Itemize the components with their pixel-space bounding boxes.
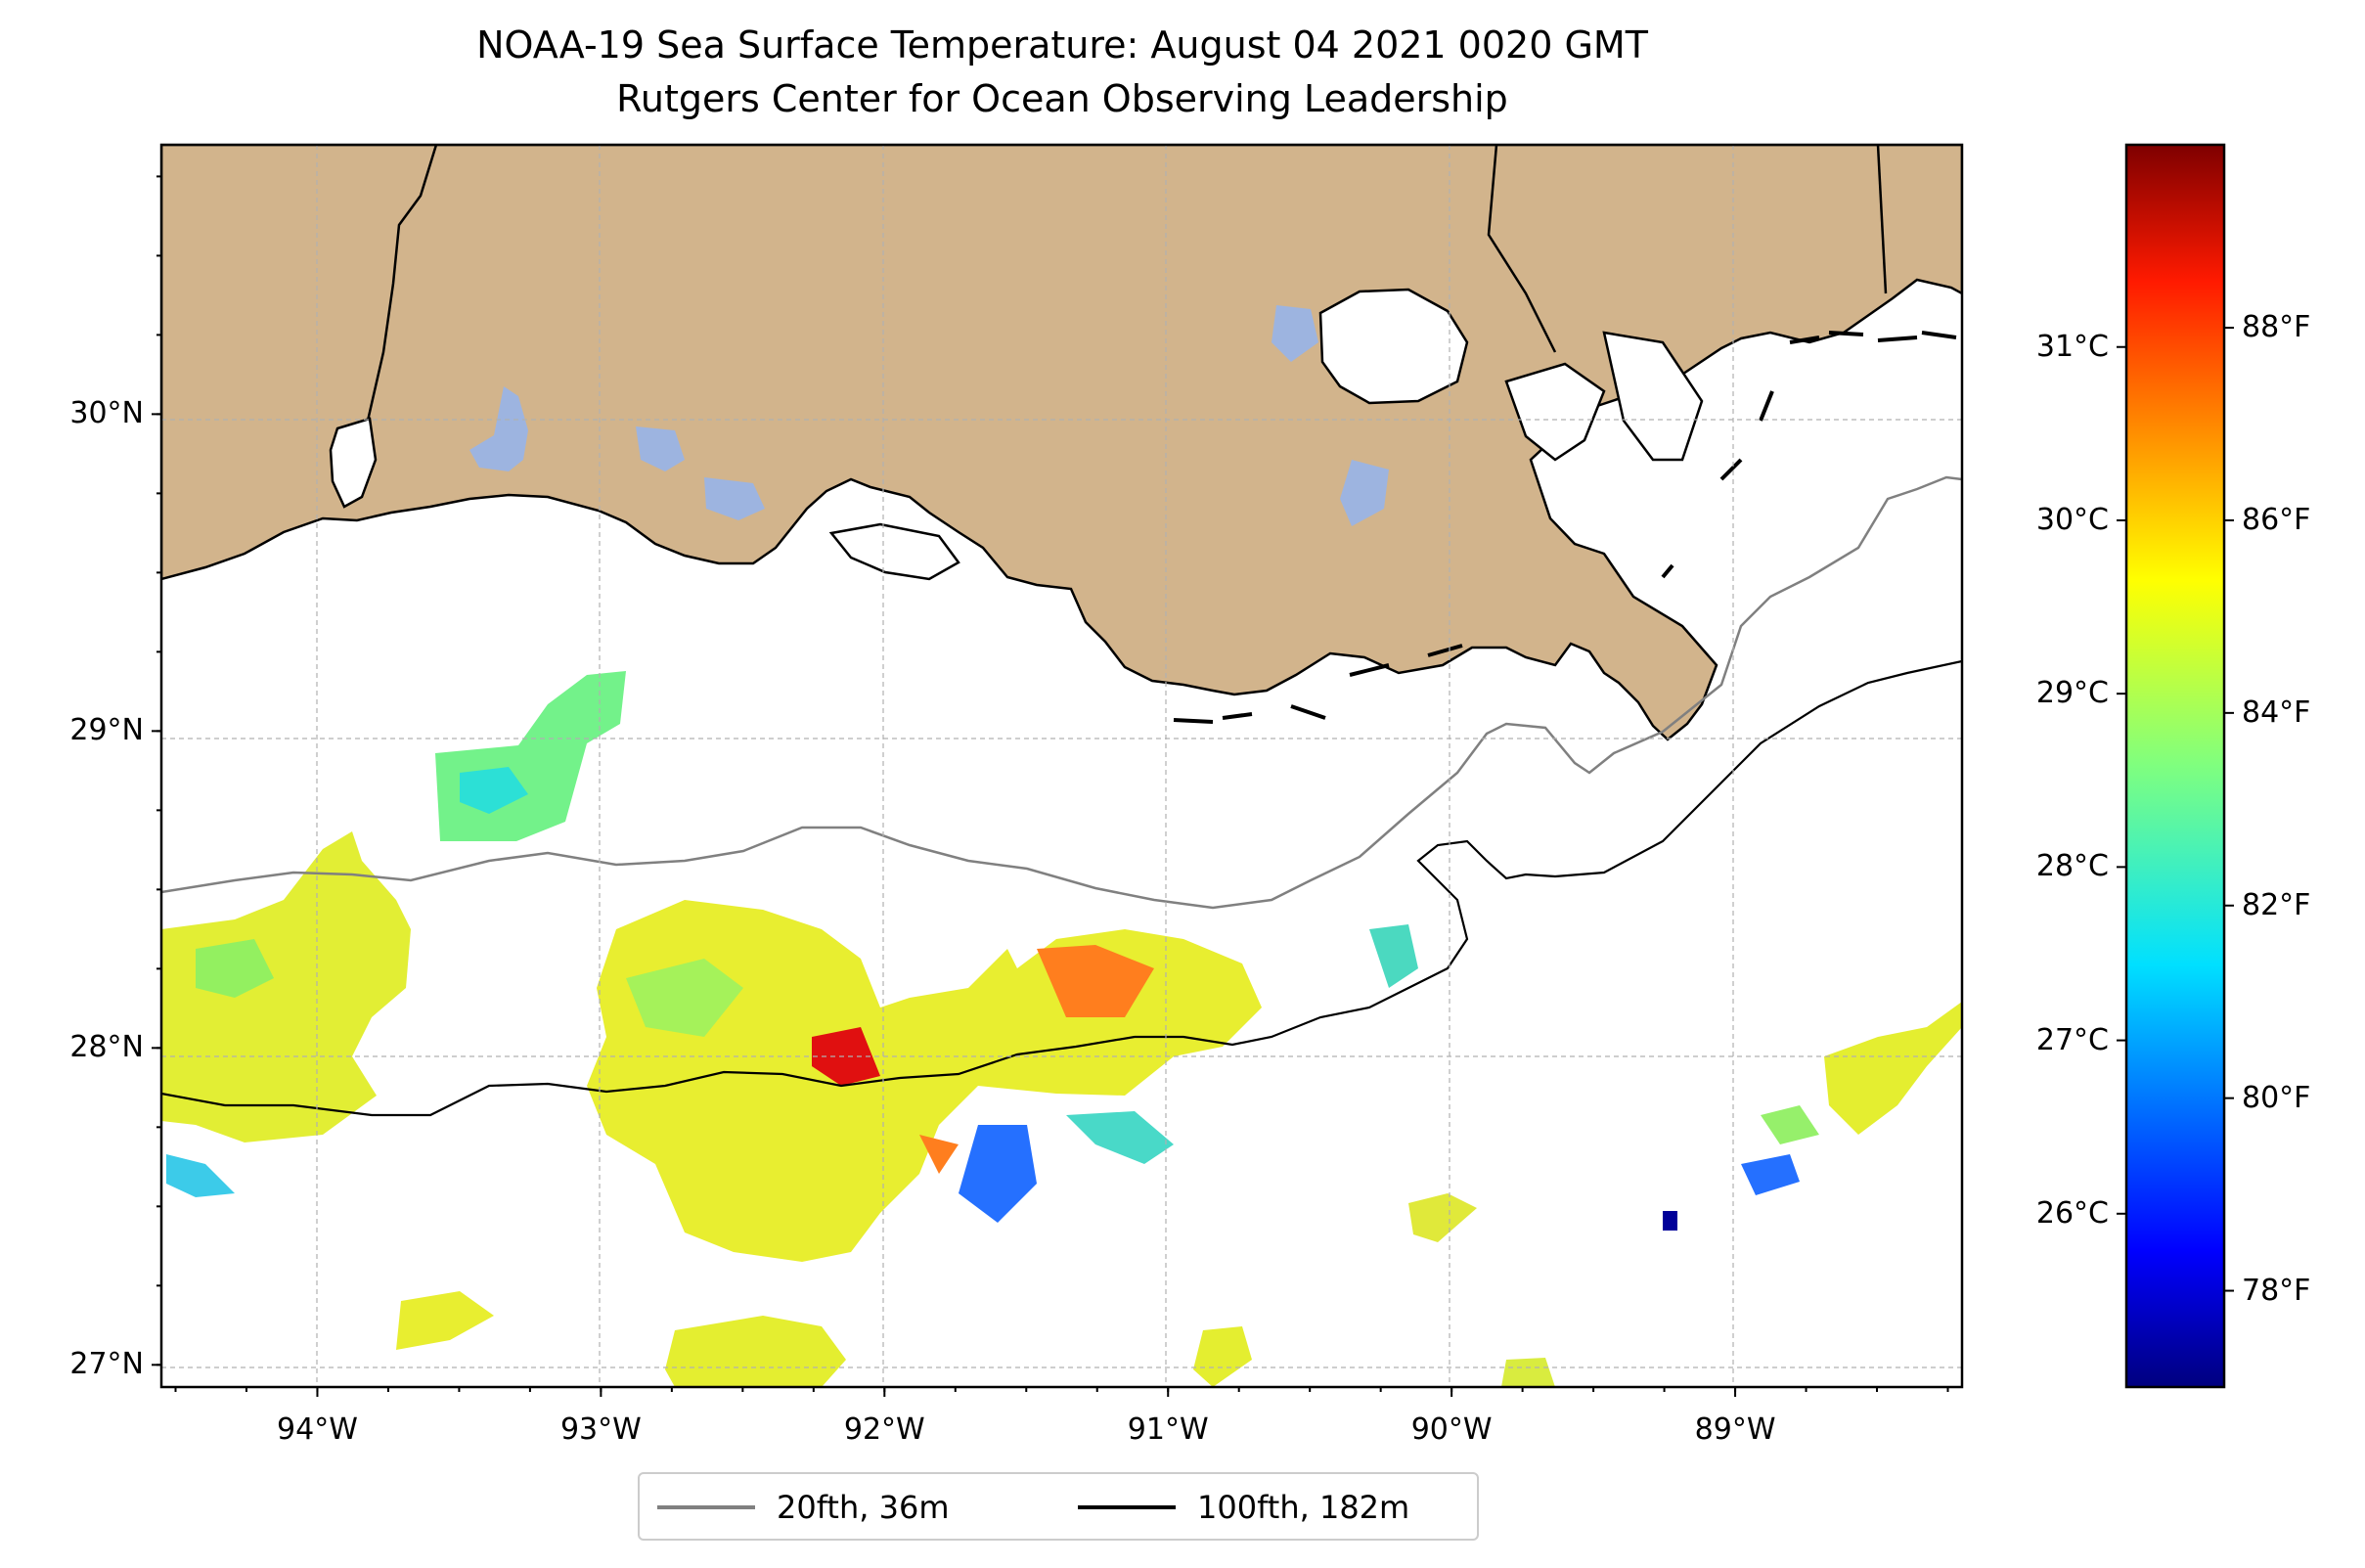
chart-title: NOAA-19 Sea Surface Temperature: August … — [476, 23, 1648, 67]
colorbar-c-label: 30°C — [2035, 502, 2109, 537]
colorbar-f-label: 88°F — [2242, 310, 2311, 345]
state-border-tx-la — [366, 145, 438, 422]
lat-tick-label: 28°N — [69, 1030, 144, 1065]
lon-tick-label: 94°W — [277, 1412, 358, 1447]
lake-calcasieu — [329, 417, 378, 509]
lat-tick-label: 27°N — [69, 1347, 144, 1382]
isobath-100fth-182m — [161, 659, 1962, 1117]
legend: 20fth, 36m 100fth, 182m — [638, 1472, 1479, 1541]
colorbar-c-label: 29°C — [2035, 676, 2109, 711]
lon-tick-label: 89°W — [1694, 1412, 1776, 1447]
colorbar-c-label: 31°C — [2035, 329, 2109, 364]
legend-item-100fth: 100fth, 182m — [1078, 1488, 1409, 1527]
state-border-ms-al — [1876, 145, 1888, 294]
chandeleur-sound — [1602, 331, 1704, 462]
colorbar-f-label: 78°F — [2242, 1273, 2311, 1308]
colorbar-gradient — [2126, 145, 2224, 1387]
legend-line-20fth — [657, 1505, 755, 1509]
colorbar-f-label: 80°F — [2242, 1080, 2311, 1115]
colorbar-f-label: 84°F — [2242, 694, 2311, 730]
map-ticks — [152, 175, 1949, 1397]
isobath-20fth-36m — [161, 475, 1962, 910]
lon-tick-label: 91°W — [1127, 1412, 1209, 1447]
lon-tick-label: 90°W — [1410, 1412, 1493, 1447]
colorbar-f-label: 82°F — [2242, 887, 2311, 922]
chart-subtitle: Rutgers Center for Ocean Observing Leade… — [616, 77, 1508, 120]
colorbar-c-label: 26°C — [2035, 1195, 2109, 1231]
barataria-bay — [1504, 362, 1606, 462]
legend-item-20fth: 20fth, 36m — [657, 1488, 949, 1527]
lon-tick-label: 93°W — [559, 1412, 642, 1447]
map-frame — [159, 143, 1964, 1389]
legend-label-20fth: 20fth, 36m — [777, 1489, 950, 1526]
inland-lake-3 — [704, 477, 765, 520]
inland-lake-1 — [469, 386, 528, 471]
inland-lake-4 — [1272, 305, 1318, 362]
gridlines — [161, 145, 1962, 1387]
colorbar-ticks — [2117, 327, 2234, 1292]
lat-tick-label: 29°N — [69, 713, 144, 748]
colorbar-c-label: 28°C — [2035, 849, 2109, 884]
colorbar-c-label: 27°C — [2035, 1022, 2109, 1057]
lake-pontchartrain — [1318, 288, 1469, 405]
inland-lake-2 — [636, 426, 685, 471]
barrier-islands — [1173, 331, 1957, 724]
colorbar-f-label: 86°F — [2242, 502, 2311, 537]
legend-line-100fth — [1078, 1505, 1176, 1509]
inland-lake-5 — [1340, 460, 1389, 526]
colorbar-frame — [2124, 143, 2226, 1389]
sst-data-layer — [161, 671, 1962, 1387]
state-border-la-ms — [1487, 145, 1557, 353]
lat-tick-label: 30°N — [69, 396, 144, 431]
vermilion-bay — [828, 522, 960, 581]
legend-label-100fth: 100fth, 182m — [1197, 1489, 1410, 1526]
lon-tick-label: 92°W — [843, 1412, 925, 1447]
